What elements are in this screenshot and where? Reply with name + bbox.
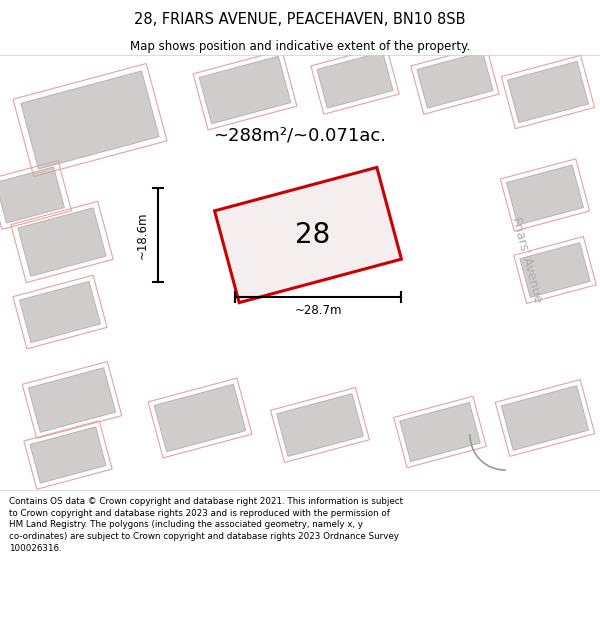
Polygon shape <box>30 427 106 483</box>
Text: Contains OS data © Crown copyright and database right 2021. This information is : Contains OS data © Crown copyright and d… <box>9 497 403 553</box>
Polygon shape <box>520 242 590 298</box>
Polygon shape <box>502 386 589 450</box>
Text: 28: 28 <box>295 221 331 249</box>
Text: ~288m²/~0.071ac.: ~288m²/~0.071ac. <box>214 126 386 144</box>
Polygon shape <box>400 402 480 462</box>
Polygon shape <box>506 165 584 225</box>
Polygon shape <box>317 52 393 108</box>
Text: Friars' Avenue: Friars' Avenue <box>509 216 545 304</box>
Polygon shape <box>0 55 600 125</box>
Polygon shape <box>508 61 589 122</box>
Polygon shape <box>18 208 106 276</box>
Polygon shape <box>277 394 364 456</box>
Polygon shape <box>193 146 423 324</box>
Text: 28, FRIARS AVENUE, PEACEHAVEN, BN10 8SB: 28, FRIARS AVENUE, PEACEHAVEN, BN10 8SB <box>134 12 466 27</box>
Polygon shape <box>468 55 600 490</box>
Polygon shape <box>199 56 291 124</box>
Polygon shape <box>417 52 493 108</box>
Text: Map shows position and indicative extent of the property.: Map shows position and indicative extent… <box>130 39 470 52</box>
Polygon shape <box>0 167 64 223</box>
Polygon shape <box>215 168 401 302</box>
Polygon shape <box>20 281 100 342</box>
Polygon shape <box>154 384 246 452</box>
Polygon shape <box>21 71 159 169</box>
Polygon shape <box>28 368 116 432</box>
Text: ~28.7m: ~28.7m <box>294 304 342 318</box>
Text: ~18.6m: ~18.6m <box>136 211 149 259</box>
